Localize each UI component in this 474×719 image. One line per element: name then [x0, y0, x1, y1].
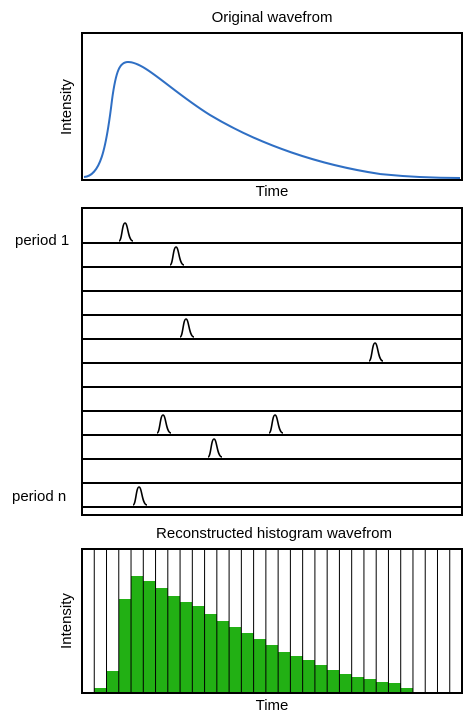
periods-frame [81, 207, 463, 516]
histogram-bar [327, 670, 340, 693]
histogram-bar [376, 682, 389, 693]
histogram-bar [143, 581, 156, 693]
histogram-bar [278, 652, 291, 693]
panel-title: Reconstructed histogram wavefrom [156, 525, 392, 542]
histogram-frame [81, 548, 463, 694]
histogram-bar [131, 576, 144, 693]
period-label: period 1 [15, 232, 69, 249]
period-label: period n [12, 488, 66, 505]
histogram-bar [400, 688, 413, 693]
photon-pulse [169, 246, 185, 266]
histogram-bar [388, 683, 401, 693]
photon-pulse [207, 438, 223, 458]
photon-pulse [368, 342, 384, 362]
histogram-bar [302, 660, 315, 693]
histogram-bar [253, 639, 266, 693]
histogram-bar [192, 606, 205, 693]
x-label: Time [256, 183, 289, 200]
histogram-bar [167, 596, 181, 693]
period-lines [82, 222, 462, 508]
histogram-bar [118, 599, 132, 693]
photon-pulse [118, 222, 134, 242]
y-label: Intensity [58, 593, 75, 649]
histogram-bar [290, 656, 303, 693]
panel-title: Original wavefrom [212, 9, 333, 26]
photon-pulse [132, 486, 148, 506]
waveform-curve [83, 60, 461, 179]
histogram-bar [363, 679, 377, 693]
photon-pulse [179, 318, 195, 338]
histogram-bar [204, 614, 217, 693]
histogram-bar [106, 671, 119, 693]
histogram-bar [216, 621, 230, 693]
histogram-bar [94, 688, 107, 693]
histogram-bar [265, 645, 279, 693]
photon-pulse [268, 414, 284, 434]
histogram-bar [180, 602, 193, 693]
y-label: Intensity [58, 79, 75, 135]
histogram-bar [339, 674, 352, 693]
histogram-bar [241, 633, 254, 693]
histogram-bar [229, 627, 242, 693]
histogram-bar [351, 677, 364, 693]
histogram-bar [155, 588, 168, 693]
photon-pulse [156, 414, 172, 434]
x-label: Time [256, 697, 289, 714]
plot-frame [81, 32, 463, 181]
histogram-bar [314, 665, 328, 693]
histogram [93, 549, 451, 693]
